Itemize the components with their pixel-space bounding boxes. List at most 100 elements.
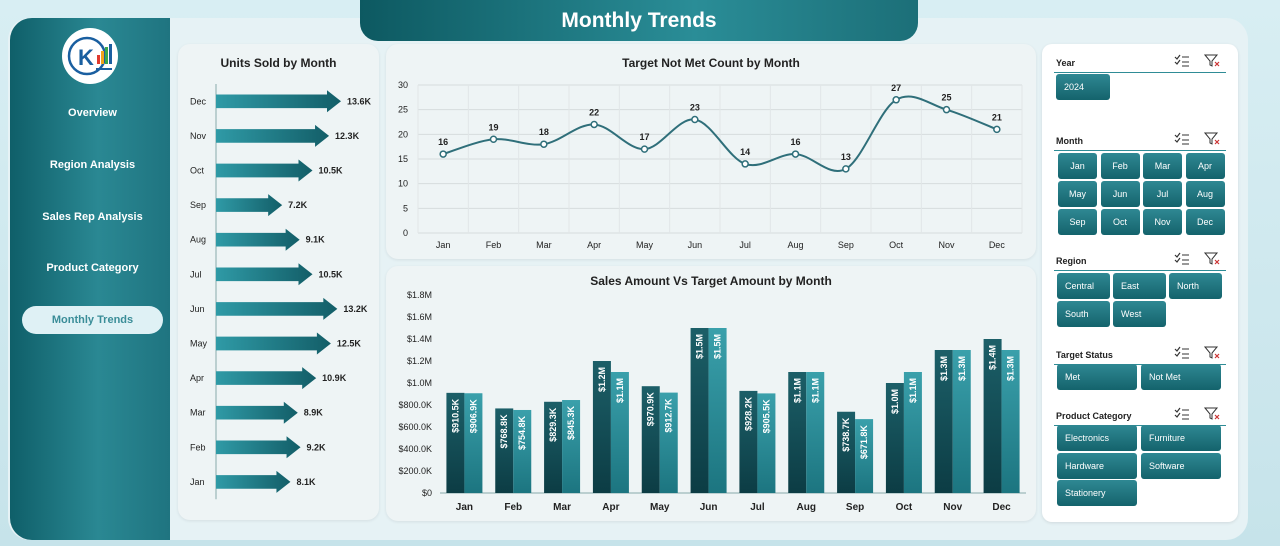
sales-data-label: $910.5K	[450, 398, 460, 433]
slicer-option-button[interactable]: Jul	[1143, 181, 1182, 207]
sales-data-label: $1.3M	[957, 356, 967, 381]
nav-product-category[interactable]: Product Category	[22, 254, 163, 282]
sales-data-label: $928.2K	[743, 396, 753, 431]
multi-select-icon[interactable]	[1174, 346, 1190, 360]
target-x-tick: Sep	[838, 240, 854, 250]
slicer-option-button[interactable]: Nov	[1143, 209, 1182, 235]
target-y-tick: 30	[398, 80, 408, 90]
clear-filter-icon[interactable]	[1203, 346, 1220, 360]
slicer-option-button[interactable]: Aug	[1185, 181, 1225, 207]
slicer-option-button[interactable]: Central	[1057, 273, 1110, 299]
sales-data-label: $1.1M	[810, 378, 820, 403]
target-chart-title: Target Not Met Count by Month	[622, 56, 800, 70]
nav-monthly-trends[interactable]: Monthly Trends	[22, 306, 163, 334]
units-bar	[216, 470, 291, 493]
sales-x-tick: Aug	[797, 502, 816, 513]
slicer-option-button[interactable]: Oct	[1100, 209, 1140, 235]
slicer-option-button[interactable]: South	[1057, 301, 1110, 327]
slicer-option-button[interactable]: Jun	[1100, 181, 1140, 207]
nav-label: Monthly Trends	[51, 314, 134, 326]
units-category-label: Aug	[190, 235, 206, 245]
nav-region-analysis[interactable]: Region Analysis	[22, 151, 163, 179]
slicer-option-button[interactable]: North	[1169, 273, 1222, 299]
svg-text:K: K	[78, 45, 94, 70]
units-chart-title: Units Sold by Month	[220, 56, 337, 70]
target-bar	[464, 393, 483, 493]
target-bar	[855, 419, 874, 493]
target-y-tick: 15	[398, 154, 408, 164]
slicer-option-button[interactable]: Sep	[1058, 209, 1097, 235]
slicer-option-button[interactable]: Jan	[1058, 153, 1097, 179]
slicer-option-button[interactable]: Hardware	[1057, 453, 1137, 479]
sales-data-label: $1.5M	[695, 334, 705, 359]
slicer-option-button[interactable]: Software	[1141, 453, 1221, 479]
target-bar	[562, 400, 581, 493]
slicer-option-button[interactable]: Mar	[1143, 153, 1182, 179]
sales-x-tick: Dec	[992, 502, 1011, 513]
target-data-label: 23	[690, 103, 700, 113]
slicer-option-button[interactable]: Not Met	[1141, 364, 1221, 390]
target-data-label: 17	[639, 132, 649, 142]
sales-bar	[983, 339, 1002, 493]
target-x-tick: Apr	[587, 240, 601, 250]
target-bar	[610, 372, 629, 493]
sales-x-tick: Jul	[750, 502, 765, 513]
units-bar	[216, 297, 338, 320]
sales-data-label: $1.0M	[890, 389, 900, 414]
units-category-label: Feb	[190, 442, 206, 452]
target-data-label: 19	[488, 122, 498, 132]
slicer-option-button[interactable]: East	[1113, 273, 1166, 299]
sales-y-tick: $1.6M	[407, 312, 432, 322]
target-data-label: 14	[740, 147, 750, 157]
slicer-option-button[interactable]: Dec	[1185, 209, 1225, 235]
slicer-option-button[interactable]: Feb	[1100, 153, 1140, 179]
target-point	[842, 165, 850, 173]
sales-bar	[544, 401, 563, 493]
units-category-label: Mar	[190, 408, 206, 418]
clear-filter-icon[interactable]	[1203, 407, 1220, 421]
sales-vs-target-chart: $0 $200.0K $400.0K $600.0K $800.0K $1.0M $1.2M…	[398, 290, 1026, 513]
slicer-option-button[interactable]: West	[1113, 301, 1166, 327]
sales-bar	[446, 392, 465, 493]
sales-y-tick: $800.0K	[398, 400, 432, 410]
units-data-label: 13.6K	[347, 96, 372, 106]
slicer-option-button[interactable]: May	[1058, 181, 1097, 207]
nav-overview[interactable]: Overview	[22, 99, 163, 127]
nav-label: Overview	[68, 107, 117, 119]
sales-data-label: $1.2M	[597, 367, 607, 392]
target-bar	[1001, 350, 1020, 493]
slicer-option-button[interactable]: Furniture	[1141, 425, 1221, 451]
nav-label: Product Category	[46, 262, 139, 274]
clear-filter-icon[interactable]	[1203, 132, 1220, 146]
slicer-option-button[interactable]: Stationery	[1057, 480, 1137, 506]
target-data-label: 25	[941, 93, 951, 103]
units-bar	[216, 436, 301, 459]
multi-select-icon[interactable]	[1174, 407, 1190, 421]
slicer-option-button[interactable]: Met	[1057, 364, 1137, 390]
target-x-tick: Jul	[739, 240, 751, 250]
multi-select-icon[interactable]	[1174, 252, 1190, 266]
units-category-label: Jul	[190, 269, 202, 279]
units-bar	[216, 194, 283, 217]
nav-sales-rep-analysis[interactable]: Sales Rep Analysis	[22, 203, 163, 231]
slicer-header: Product Category	[1056, 411, 1132, 421]
clear-filter-icon[interactable]	[1203, 54, 1220, 68]
sales-bar	[934, 350, 953, 493]
slicer-target-status: Target Status Met Not Met	[1048, 340, 1232, 392]
units-category-label: Sep	[190, 200, 206, 210]
slicer-option-button[interactable]: 2024	[1056, 74, 1110, 100]
clear-filter-icon[interactable]	[1203, 252, 1220, 266]
slicer-option-button[interactable]: Electronics	[1057, 425, 1137, 451]
target-data-label: 16	[790, 137, 800, 147]
target-not-met-chart: 0 5 10 15 20 25 30 16 Jan 19 Feb 18 Mar 22 Apr 17 May 23 J…	[398, 80, 1023, 250]
multi-select-icon[interactable]	[1174, 54, 1190, 68]
multi-select-icon[interactable]	[1174, 132, 1190, 146]
sales-data-label: $1.1M	[792, 378, 802, 403]
target-point	[540, 140, 548, 148]
units-data-label: 9.2K	[307, 442, 327, 452]
units-bar	[216, 332, 331, 355]
target-x-tick: Oct	[889, 240, 904, 250]
target-y-tick: 5	[403, 203, 408, 213]
slicer-option-button[interactable]: Apr	[1185, 153, 1225, 179]
sales-data-label: $1.4M	[988, 345, 998, 370]
